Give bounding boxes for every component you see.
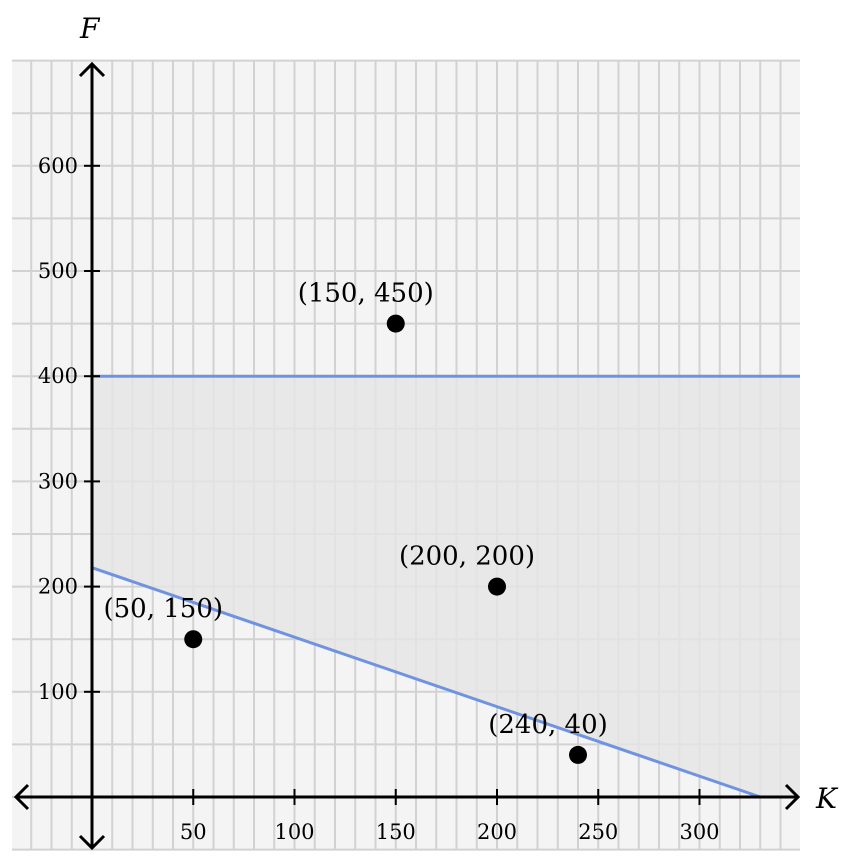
y-tick-label: 400 <box>38 364 78 388</box>
data-point-label: (200, 200) <box>399 542 535 572</box>
feasible-region <box>92 376 800 797</box>
data-point <box>488 577 506 596</box>
x-tick-label: 300 <box>679 820 719 844</box>
sloped-boundary-line <box>91 566 761 799</box>
y-tick-label: 300 <box>38 469 78 493</box>
x-axis-arrow-left <box>13 783 30 811</box>
data-points: (150, 450) (200, 200) (50, 150) (240, 40) <box>103 279 608 764</box>
y-tick-label: 600 <box>38 154 78 178</box>
axes <box>13 61 801 851</box>
ticks: 50 100 150 200 250 300 100 200 300 400 500 600 <box>38 154 720 844</box>
x-axis-label: K <box>815 782 839 815</box>
y-axis-arrow-bottom <box>78 834 106 851</box>
data-point-label: (50, 150) <box>103 594 223 624</box>
x-axis-arrow-right <box>784 783 801 811</box>
y-tick-label: 500 <box>38 259 78 283</box>
data-point <box>184 630 203 649</box>
y-axis-arrow-top <box>78 61 106 78</box>
x-tick-label: 150 <box>376 820 416 844</box>
data-point <box>569 745 587 764</box>
x-tick-label: 100 <box>274 820 314 844</box>
x-tick-label: 50 <box>180 820 207 844</box>
boundary-lines <box>91 374 800 799</box>
x-tick-label: 250 <box>578 820 618 844</box>
y-tick-label: 100 <box>38 680 78 704</box>
x-tick-label: 200 <box>477 820 517 844</box>
data-point-label: (150, 450) <box>298 279 434 309</box>
data-point <box>386 314 405 333</box>
y-axis-label: F <box>79 12 101 45</box>
y-tick-label: 200 <box>38 575 78 599</box>
data-point-label: (240, 40) <box>488 710 608 740</box>
